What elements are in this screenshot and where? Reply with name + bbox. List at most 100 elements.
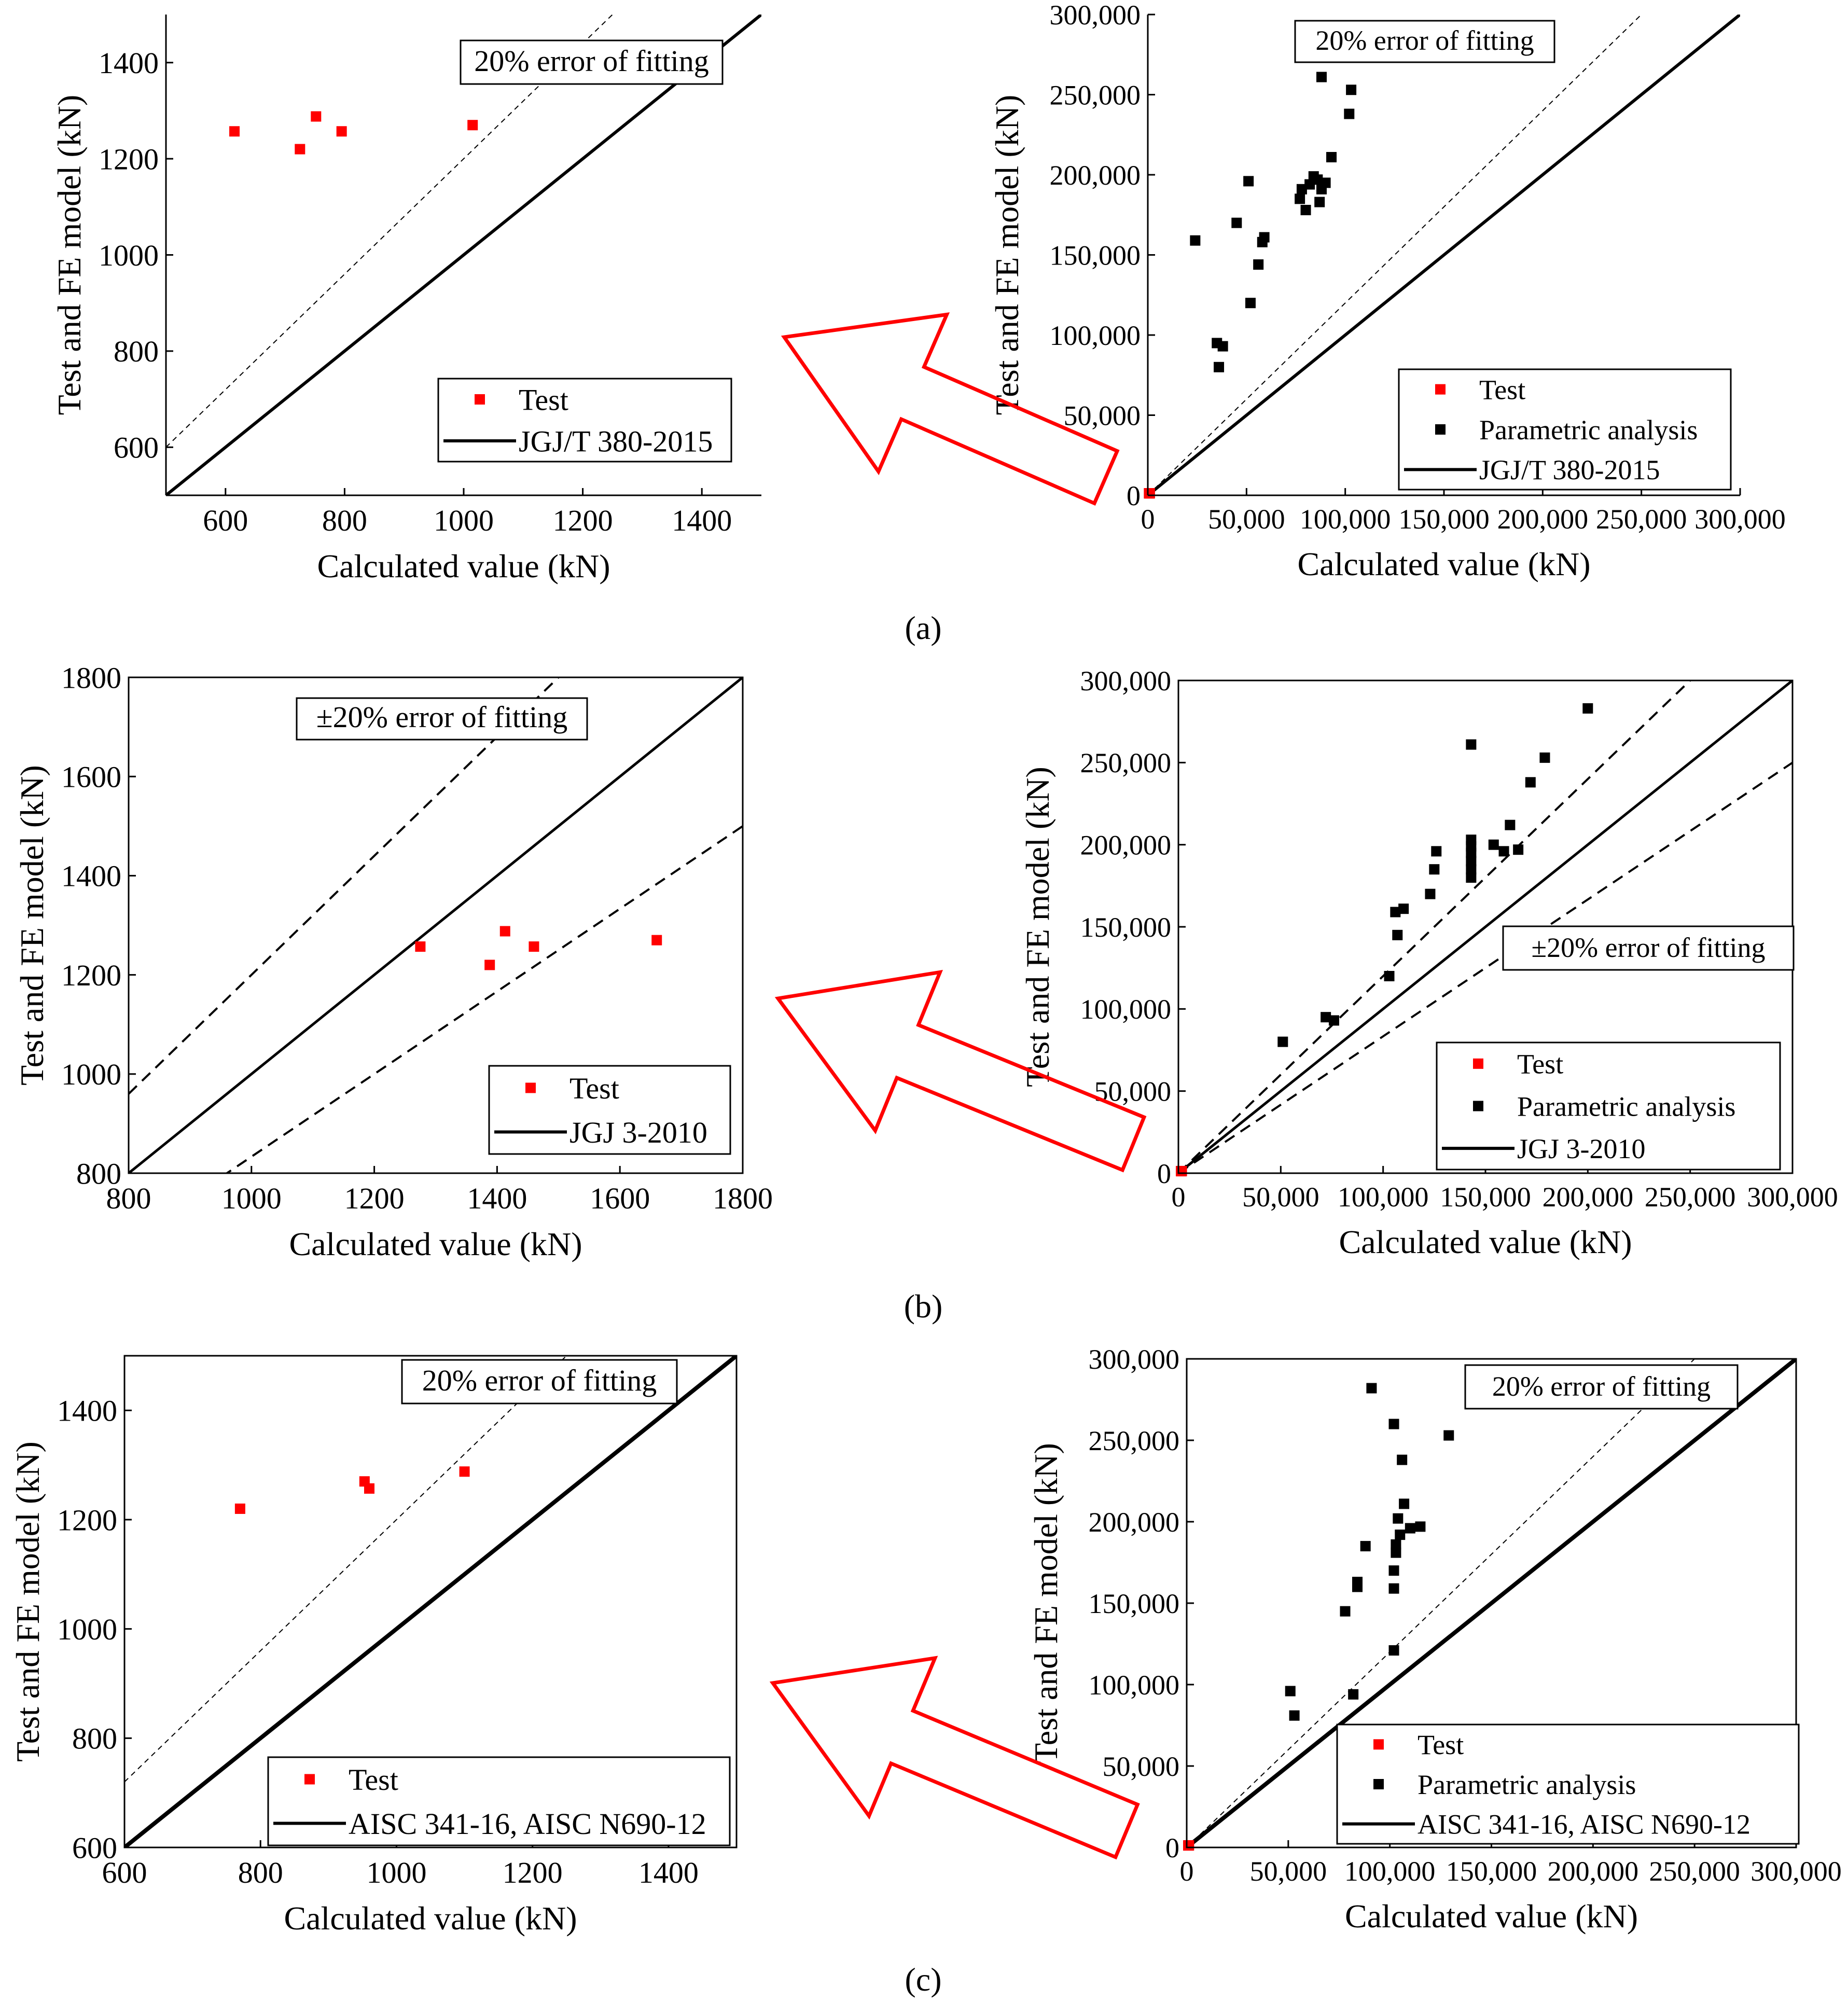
series-test: [229, 111, 478, 155]
y-tick-label: 1000: [99, 239, 159, 272]
x-tick-label: 800: [238, 1856, 283, 1889]
y-tick-label: 300,000: [1089, 1344, 1180, 1375]
data-point: [1340, 1606, 1351, 1617]
legend-marker-swatch: [304, 1774, 315, 1785]
x-axis-label: Calculated value (kN): [1345, 1898, 1638, 1935]
annotation-box: [401, 1359, 678, 1405]
x-tick-label: 200,000: [1543, 1181, 1634, 1213]
x-tick-label: 1400: [672, 504, 732, 537]
series-parametric-analysis: [1190, 72, 1357, 372]
y-tick-label: 0: [1157, 1158, 1171, 1189]
y-tick-label: 0: [1165, 1832, 1179, 1864]
arrows-layer: [769, 312, 1147, 1860]
y-tick-label: 200,000: [1080, 830, 1172, 861]
y-axis-label: Test and FE model (kN): [1027, 1443, 1064, 1763]
series-test: [1183, 1840, 1194, 1851]
x-tick-label: 0: [1172, 1181, 1186, 1213]
data-point: [1277, 1036, 1288, 1047]
equality-line: [1148, 15, 1740, 495]
error-line: [1178, 761, 1793, 1173]
x-tick-label: 600: [203, 504, 248, 537]
data-point: [1395, 1530, 1406, 1540]
error-line: [166, 15, 614, 448]
data-point: [1296, 184, 1307, 194]
x-tick-label: 1600: [590, 1181, 650, 1215]
error-line: [225, 825, 743, 1173]
legend-label: Test: [349, 1763, 398, 1797]
y-tick-label: 1200: [99, 142, 159, 176]
x-tick-label: 300,000: [1694, 504, 1786, 535]
y-tick-label: 100,000: [1050, 320, 1141, 351]
panel-labels-layer: (a) (b) (c): [904, 609, 943, 1998]
data-point: [1231, 217, 1242, 228]
legend-label: Parametric analysis: [1418, 1769, 1636, 1800]
data-point: [1415, 1521, 1426, 1532]
data-point: [1344, 108, 1355, 119]
y-tick-label: 0: [1127, 480, 1141, 511]
data-point: [1360, 1541, 1371, 1552]
data-point: [1184, 1840, 1194, 1851]
x-tick-label: 300,000: [1747, 1181, 1838, 1213]
series-parametric-analysis: [1277, 703, 1593, 1047]
data-point: [1390, 907, 1401, 917]
y-tick-label: 100,000: [1089, 1670, 1180, 1701]
data-point: [1429, 864, 1440, 875]
legend-box: [488, 1065, 731, 1155]
y-tick-label: 250,000: [1080, 747, 1172, 778]
data-point: [1388, 1565, 1399, 1576]
data-point: [651, 935, 662, 946]
x-axis-label: Calculated value (kN): [317, 548, 610, 585]
legend-label: JGJ/T 380-2015: [1479, 454, 1660, 485]
series-test: [234, 1466, 470, 1514]
data-point: [229, 126, 240, 137]
panel-label-c: (c): [905, 1961, 941, 1998]
data-point: [364, 1483, 374, 1494]
plot-border: [123, 1355, 738, 1848]
annotation-text: 20% error of fitting: [1492, 1371, 1711, 1402]
data-point: [1312, 174, 1323, 185]
y-tick-label: 1400: [61, 859, 121, 893]
annotation-box: [1502, 925, 1795, 971]
annotation-box: [460, 39, 724, 85]
y-tick-label: 150,000: [1089, 1588, 1180, 1619]
x-axis-label: Calculated value (kN): [284, 1900, 577, 1937]
data-point: [415, 941, 426, 952]
data-point: [1366, 1383, 1377, 1394]
x-tick-label: 1000: [434, 504, 494, 537]
charts-layer: 600 800 1000 1200 1400 600 800 1000 1200 1400 Calc…: [9, 0, 1842, 1937]
legend-label: JGJ 3-2010: [569, 1116, 707, 1149]
y-tick-label: 1800: [61, 661, 121, 694]
data-point: [1466, 864, 1477, 875]
legend-label: AISC 341-16, AISC N690-12: [349, 1807, 706, 1841]
legend-marker-swatch: [1373, 1779, 1384, 1789]
data-point: [1397, 1454, 1408, 1465]
series-test: [1144, 488, 1155, 499]
arrow-icon-c: [769, 1656, 1140, 1860]
axes-frame: [123, 1355, 738, 1848]
data-point: [1398, 903, 1409, 914]
data-point: [1245, 298, 1256, 309]
legend-label: Parametric analysis: [1479, 414, 1698, 446]
data-point: [1388, 1645, 1399, 1656]
error-line: [124, 1356, 567, 1783]
data-point: [499, 926, 510, 937]
x-tick-label: 800: [106, 1181, 151, 1215]
y-axis-label: Test and FE model (kN): [13, 765, 50, 1086]
legend-box: [437, 378, 732, 463]
chart-c-right: 0 50,000 100,000 150,000 200,000 250,000 300,0…: [1027, 1344, 1842, 1935]
data-point: [1539, 752, 1550, 763]
legend: Test AISC 341-16, AISC N690-12: [267, 1756, 731, 1846]
y-tick-label: 50,000: [1103, 1751, 1180, 1782]
x-tick-label: 600: [102, 1856, 147, 1889]
x-tick-label: 150,000: [1440, 1181, 1531, 1213]
legend-label: Test: [519, 383, 568, 416]
data-point: [336, 126, 347, 137]
legend-marker-swatch: [525, 1082, 536, 1093]
reference-lines: [1178, 680, 1793, 1173]
x-tick-label: 200,000: [1497, 504, 1589, 535]
data-point: [467, 120, 478, 131]
y-tick-label: 150,000: [1080, 912, 1172, 943]
x-tick-label: 0: [1180, 1856, 1194, 1887]
data-point: [1321, 1012, 1331, 1023]
equality-line: [1187, 1359, 1796, 1847]
